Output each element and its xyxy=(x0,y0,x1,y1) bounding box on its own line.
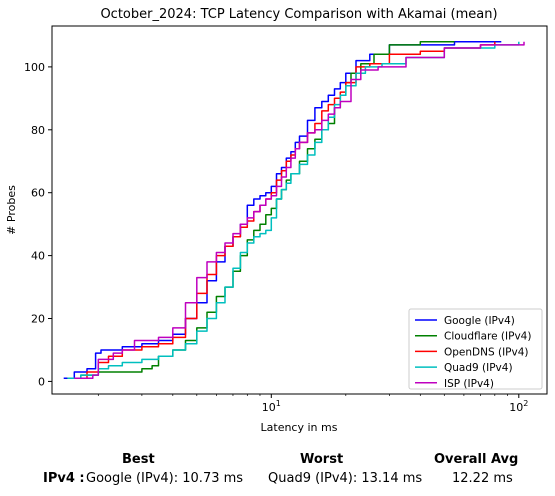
y-tick-label: 20 xyxy=(31,313,45,326)
summary-header-best: Best xyxy=(122,452,155,467)
series-layer xyxy=(63,40,525,380)
series-line-1 xyxy=(67,40,455,380)
series-line-3 xyxy=(67,41,520,380)
x-tick-label: 102 xyxy=(509,399,528,414)
legend-entry: OpenDNS (IPv4) xyxy=(444,346,529,358)
y-tick-label: 0 xyxy=(38,375,45,388)
y-tick-label: 60 xyxy=(31,187,45,200)
legend-entry: Quad9 (IPv4) xyxy=(444,362,513,374)
y-tick-label: 40 xyxy=(31,250,45,263)
legend-entry: Cloudflare (IPv4) xyxy=(444,331,531,343)
x-tick-label: 101 xyxy=(262,399,281,414)
summary-avg-value: 12.22 ms xyxy=(452,471,513,486)
legend: Google (IPv4) Cloudflare (IPv4) OpenDNS (I… xyxy=(408,308,543,390)
latency-cdf-chart: October_2024: TCP Latency Comparison wit… xyxy=(5,7,548,434)
summary-header-avg: Overall Avg xyxy=(434,452,519,467)
summary-header-worst: Worst xyxy=(300,452,344,467)
series-line-0 xyxy=(63,40,502,380)
summary-row-label: IPv4 : xyxy=(43,471,85,486)
legend-entry: Google (IPv4) xyxy=(444,315,515,327)
y-tick-label: 80 xyxy=(31,124,45,137)
plot-frame xyxy=(51,25,548,395)
summary-worst-value: Quad9 (IPv4): 13.14 ms xyxy=(268,471,423,486)
axis-ticks: 0 20 40 60 80 100 101 102 xyxy=(24,61,528,414)
y-axis-label: # Probes xyxy=(5,185,18,235)
chart-title: October_2024: TCP Latency Comparison wit… xyxy=(100,7,497,22)
summary-best-value: Google (IPv4): 10.73 ms xyxy=(86,471,244,486)
y-tick-label: 100 xyxy=(24,61,45,74)
series-line-4 xyxy=(74,41,525,380)
legend-entry: ISP (IPv4) xyxy=(444,378,494,390)
legend-box xyxy=(408,308,543,390)
x-axis-label: Latency in ms xyxy=(261,421,338,434)
